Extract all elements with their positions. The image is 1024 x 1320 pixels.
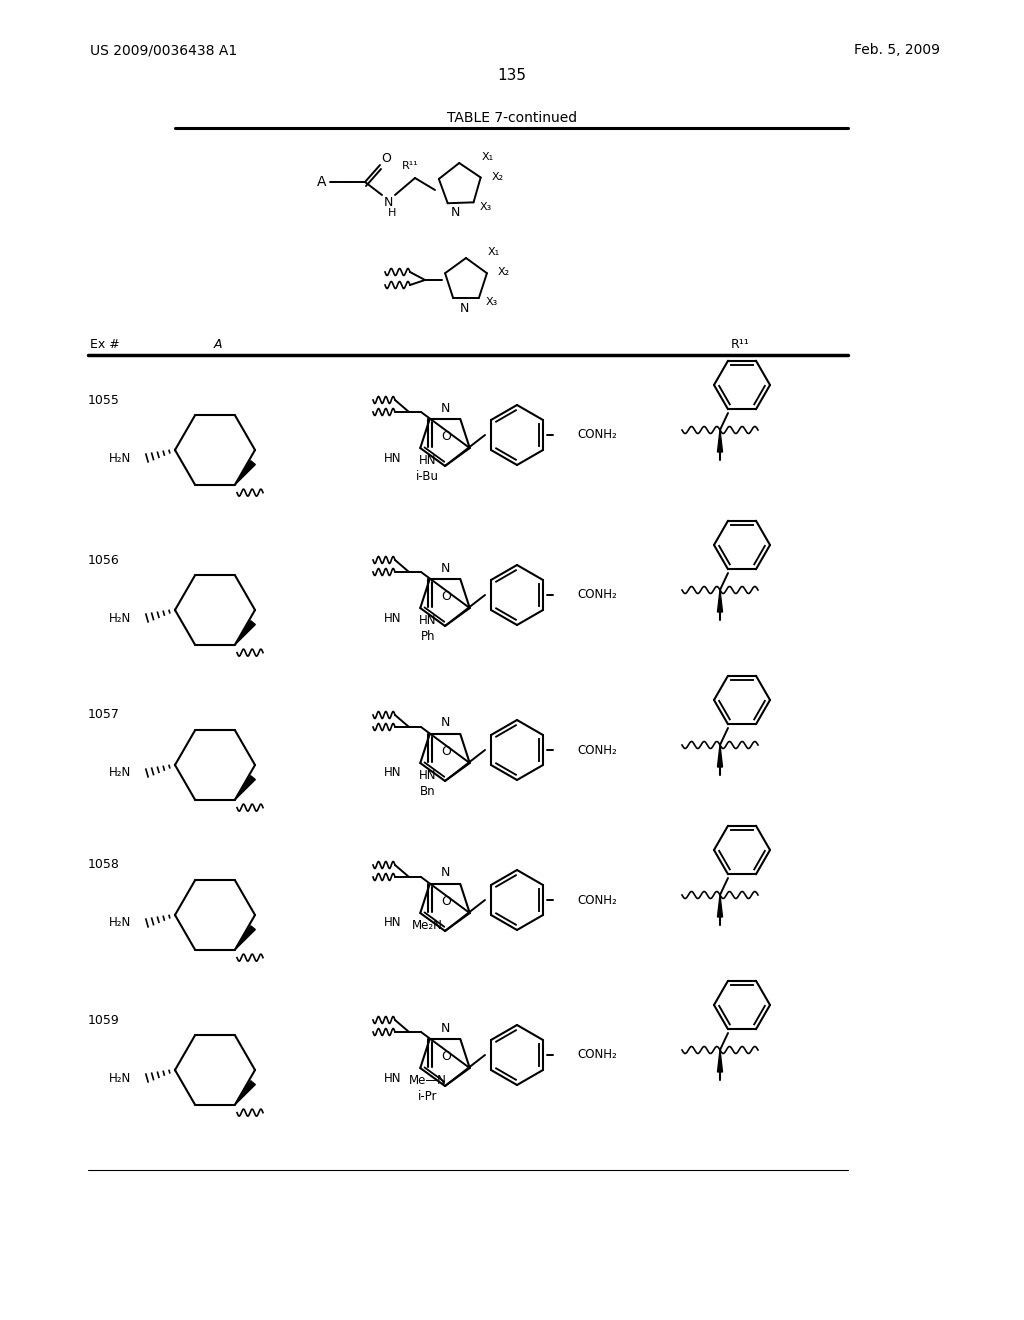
Polygon shape [234, 461, 255, 484]
Text: O: O [441, 590, 452, 603]
Text: N: N [440, 561, 450, 574]
Text: HN: HN [419, 615, 436, 627]
Text: 135: 135 [498, 69, 526, 83]
Polygon shape [718, 744, 723, 767]
Text: H₂N: H₂N [109, 916, 131, 929]
Text: N: N [440, 1022, 450, 1035]
Text: H₂N: H₂N [109, 611, 131, 624]
Text: H₂N: H₂N [109, 451, 131, 465]
Text: X₁: X₁ [488, 247, 500, 257]
Text: H₂N: H₂N [109, 1072, 131, 1085]
Text: N: N [440, 866, 450, 879]
Text: X₃: X₃ [485, 297, 498, 308]
Text: A: A [214, 338, 222, 351]
Text: O: O [381, 152, 391, 165]
Text: N: N [440, 401, 450, 414]
Polygon shape [718, 1049, 723, 1072]
Text: N: N [451, 206, 460, 219]
Text: TABLE 7-continued: TABLE 7-continued [446, 111, 578, 125]
Text: CONH₂: CONH₂ [577, 1048, 616, 1061]
Text: X₂: X₂ [498, 267, 510, 277]
Text: A: A [317, 176, 327, 189]
Text: HN: HN [419, 770, 436, 783]
Text: HN: HN [384, 611, 401, 624]
Text: Ph: Ph [421, 631, 435, 643]
Text: HN: HN [384, 1072, 401, 1085]
Text: X₂: X₂ [492, 172, 504, 182]
Polygon shape [234, 1081, 255, 1105]
Polygon shape [718, 895, 723, 917]
Text: O: O [441, 746, 452, 759]
Text: HN: HN [384, 451, 401, 465]
Text: R¹¹: R¹¹ [401, 161, 419, 172]
Text: 1059: 1059 [88, 1014, 120, 1027]
Polygon shape [234, 776, 255, 800]
Text: i-Bu: i-Bu [416, 470, 439, 483]
Text: 1058: 1058 [88, 858, 120, 871]
Text: CONH₂: CONH₂ [577, 743, 616, 756]
Text: US 2009/0036438 A1: US 2009/0036438 A1 [90, 44, 238, 57]
Polygon shape [234, 925, 255, 949]
Text: CONH₂: CONH₂ [577, 589, 616, 602]
Text: HN: HN [384, 767, 401, 780]
Text: N: N [440, 717, 450, 730]
Text: CONH₂: CONH₂ [577, 894, 616, 907]
Text: Ex #: Ex # [90, 338, 120, 351]
Text: O: O [441, 1051, 452, 1064]
Text: HN: HN [384, 916, 401, 929]
Text: CONH₂: CONH₂ [577, 429, 616, 441]
Text: Me—N: Me—N [409, 1074, 446, 1088]
Text: 1057: 1057 [88, 709, 120, 722]
Text: i-Pr: i-Pr [418, 1090, 437, 1104]
Text: H: H [388, 209, 396, 218]
Text: 1056: 1056 [88, 553, 120, 566]
Polygon shape [234, 620, 255, 644]
Polygon shape [718, 590, 723, 612]
Text: X₁: X₁ [482, 152, 494, 162]
Text: Bn: Bn [420, 785, 435, 799]
Text: Feb. 5, 2009: Feb. 5, 2009 [854, 44, 940, 57]
Text: Me₂N: Me₂N [413, 920, 443, 932]
Polygon shape [718, 430, 723, 451]
Text: R¹¹: R¹¹ [731, 338, 750, 351]
Text: N: N [460, 301, 469, 314]
Text: 1055: 1055 [88, 393, 120, 407]
Text: H₂N: H₂N [109, 767, 131, 780]
Text: X₃: X₃ [480, 202, 493, 213]
Text: N: N [383, 195, 392, 209]
Text: O: O [441, 430, 452, 444]
Text: HN: HN [419, 454, 436, 467]
Text: O: O [441, 895, 452, 908]
